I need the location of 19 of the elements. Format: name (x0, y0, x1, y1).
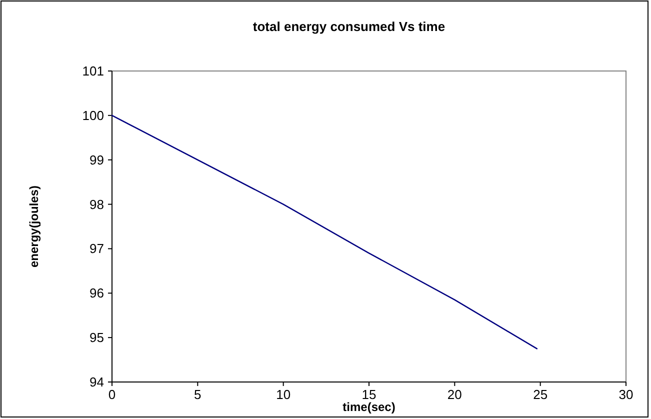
x-tick-label: 5 (194, 387, 202, 402)
x-tick-label: 20 (447, 387, 462, 402)
y-tick-label: 98 (90, 196, 104, 212)
chart-title: total energy consumed Vs time (252, 19, 446, 34)
line-series (111, 114, 538, 350)
x-tick-label: 10 (276, 387, 291, 402)
y-tick-label: 94 (90, 374, 104, 390)
y-tick-label: 97 (90, 241, 104, 256)
x-tick-label: 30 (618, 387, 634, 402)
x-tick-label: 0 (108, 387, 116, 402)
y-tick-label: 100 (82, 108, 104, 123)
y-axis-title: energy(joules) (27, 185, 41, 268)
y-tick-label: 96 (90, 286, 104, 301)
x-tick-label: 15 (362, 387, 376, 402)
y-tick-label: 101 (82, 64, 104, 78)
y-tick-label: 95 (90, 330, 104, 346)
x-axis-title: time(sec) (342, 400, 396, 414)
x-tick-label: 25 (533, 387, 548, 402)
y-tick-label: 99 (90, 152, 104, 168)
